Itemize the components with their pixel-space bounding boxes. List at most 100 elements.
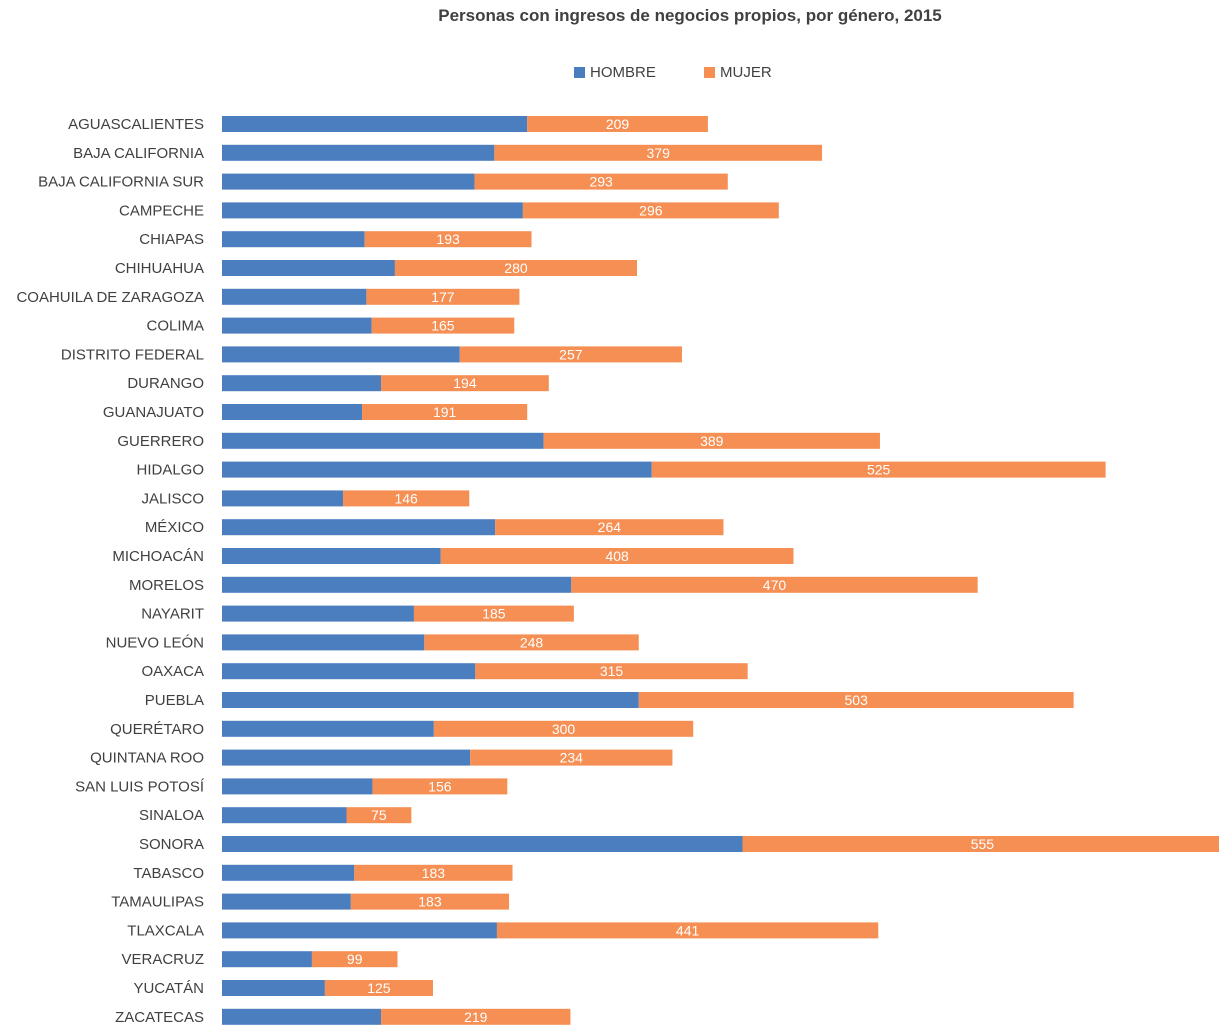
data-label-mujer-aguascalientes: 209 [606,116,630,132]
bar-hombre-tabasco [222,864,355,881]
bar-mujer-baja-california [494,144,823,161]
bar-mujer-san-luis-potosi [372,778,508,795]
category-label-chihuahua: CHIHUAHUA [115,260,204,277]
data-label-mujer-michoacan: 408 [605,548,629,564]
bar-hombre-nuevo-leon [222,634,425,651]
bar-hombre-tlaxcala [222,922,497,939]
category-label-oaxaca: OAXACA [141,663,204,680]
data-label-mujer-quintana-roo: 234 [560,750,584,766]
bar-hombre-sinaloa [222,807,347,824]
bar-mujer-distrito-federal [459,346,682,363]
chart-title: Personas con ingresos de negocios propio… [438,6,942,25]
bar-mujer-mexico [495,519,724,536]
data-label-mujer-sinaloa: 75 [371,807,387,823]
bar-hombre-oaxaca [222,663,476,680]
legend-swatch-mujer [704,67,715,78]
bar-hombre-colima [222,317,372,334]
data-label-mujer-guanajuato: 191 [433,404,457,420]
bar-hombre-veracruz [222,951,312,968]
bar-mujer-puebla [638,692,1074,708]
category-label-guerrero: GUERRERO [117,433,204,450]
bar-hombre-tamaulipas [222,893,351,910]
legend-label-hombre: HOMBRE [590,64,656,81]
data-label-mujer-tlaxcala: 441 [676,922,700,938]
bar-mujer-oaxaca [475,663,748,680]
bar-hombre-campeche [222,202,523,219]
legend-item-hombre: HOMBRE [574,64,656,81]
bar-mujer-quintana-roo [470,749,673,766]
data-label-mujer-chiapas: 193 [436,231,460,247]
bar-hombre-mexico [222,519,496,536]
data-label-mujer-chihuahua: 280 [504,260,528,276]
bar-hombre-quintana-roo [222,749,471,766]
data-label-mujer-veracruz: 99 [347,951,363,967]
data-label-mujer-coahuila-de-zaragoza: 177 [431,289,455,305]
category-label-colima: COLIMA [146,318,204,335]
bar-mujer-coahuila-de-zaragoza [366,288,520,305]
data-label-mujer-durango: 194 [453,375,477,391]
category-label-sonora: SONORA [139,836,204,853]
category-label-coahuila-de-zaragoza: COAHUILA DE ZARAGOZA [16,289,204,306]
category-label-tlaxcala: TLAXCALA [127,922,204,939]
category-label-veracruz: VERACRUZ [121,951,204,968]
legend-swatch-hombre [574,67,585,78]
bar-mujer-veracruz [311,951,398,968]
bar-mujer-nuevo-leon [424,634,639,651]
category-label-guanajuato: GUANAJUATO [103,404,204,421]
category-label-chiapas: CHIAPAS [139,231,204,248]
category-label-campeche: CAMPECHE [119,202,204,219]
data-label-mujer-baja-california: 379 [647,145,671,161]
category-label-sinaloa: SINALOA [139,807,204,824]
bar-mujer-zacatecas [381,1008,571,1025]
category-label-baja-california-sur: BAJA CALIFORNIA SUR [38,174,204,191]
bar-mujer-tabasco [354,864,513,881]
data-label-mujer-san-luis-potosi: 156 [428,778,452,794]
data-label-mujer-morelos: 470 [763,577,787,593]
data-label-mujer-mexico: 264 [598,519,622,535]
category-label-yucatan: YUCATÁN [133,980,204,997]
data-label-mujer-tabasco: 183 [422,865,446,881]
bar-hombre-san-luis-potosi [222,778,373,795]
bar-mujer-yucatan [324,980,433,996]
bar-mujer-tamaulipas [350,893,510,910]
bar-hombre-aguascalientes [222,116,528,132]
bar-hombre-queretaro [222,720,434,737]
data-label-mujer-nayarit: 185 [482,606,506,622]
category-label-morelos: MORELOS [129,577,204,594]
bar-hombre-hidalgo [222,461,652,478]
bar-mujer-sonora [742,836,1219,852]
category-label-distrito-federal: DISTRITO FEDERAL [61,346,204,363]
bar-hombre-chiapas [222,231,365,248]
legend-label-mujer: MUJER [720,64,772,81]
category-label-nuevo-leon: NUEVO LEÓN [106,634,204,651]
category-label-puebla: PUEBLA [145,692,204,709]
category-label-quintana-roo: QUINTANA ROO [90,750,204,767]
bar-mujer-colima [371,317,515,334]
category-label-san-luis-potosi: SAN LUIS POTOSÍ [75,778,205,795]
bar-mujer-campeche [522,202,779,219]
category-label-tamaulipas: TAMAULIPAS [111,894,204,911]
data-label-mujer-tamaulipas: 183 [418,894,442,910]
bar-mujer-chihuahua [394,260,638,276]
category-label-jalisco: JALISCO [141,490,204,507]
bar-mujer-durango [381,375,549,392]
category-label-durango: DURANGO [127,375,204,392]
bar-hombre-morelos [222,576,572,593]
data-label-mujer-sonora: 555 [971,836,995,852]
data-label-mujer-hidalgo: 525 [867,462,891,478]
bar-hombre-jalisco [222,490,344,507]
data-label-mujer-distrito-federal: 257 [559,346,583,362]
bar-mujer-jalisco [343,490,470,507]
data-label-mujer-campeche: 296 [639,202,663,218]
data-label-mujer-queretaro: 300 [552,721,576,737]
category-label-michoacan: MICHOACÁN [112,548,204,565]
bar-hombre-sonora [222,836,743,852]
bar-mujer-aguascalientes [527,116,708,132]
bar-mujer-queretaro [433,720,694,737]
category-label-nayarit: NAYARIT [141,606,204,623]
bar-hombre-guanajuato [222,404,363,420]
data-label-mujer-colima: 165 [431,318,455,334]
bar-mujer-baja-california-sur [474,173,728,190]
category-label-tabasco: TABASCO [133,865,204,882]
